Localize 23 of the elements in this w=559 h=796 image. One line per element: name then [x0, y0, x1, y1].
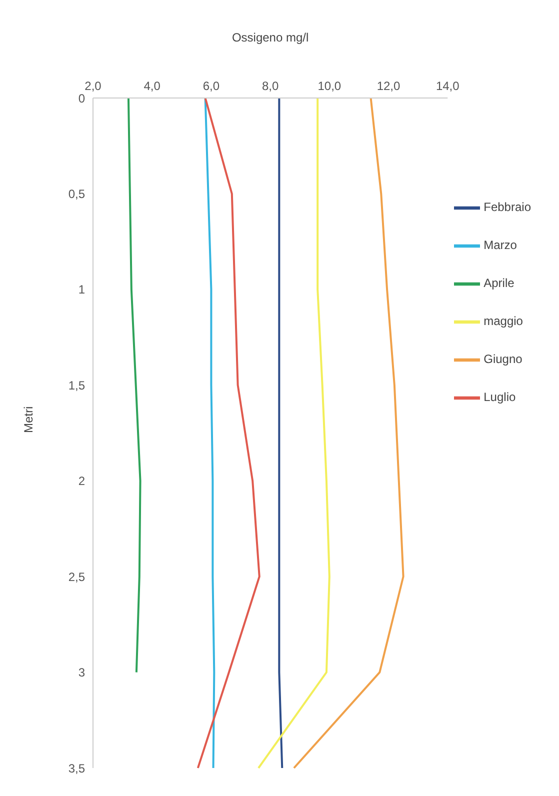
y-tick-label: 2: [78, 474, 86, 488]
legend-label: Aprile: [484, 276, 514, 290]
legend-label: Giugno: [484, 352, 522, 366]
x-tick-label: 10,0: [318, 79, 342, 93]
y-tick-label: 0,5: [68, 186, 86, 201]
x-tick-label: 14,0: [436, 79, 460, 93]
x-tick-label: 12,0: [376, 79, 401, 93]
y-tick-label: 1: [78, 282, 86, 297]
y-tick-label: 0: [78, 91, 86, 106]
x-tick-label: 4,0: [144, 79, 161, 93]
x-tick-label: 2,0: [84, 79, 102, 93]
y-tick-label: 1,5: [68, 378, 86, 392]
x-axis-title: Ossigeno mg/l: [232, 30, 309, 45]
x-tick-label: 8,0: [262, 79, 279, 93]
y-axis-title: Metri: [21, 406, 36, 433]
legend-label: Luglio: [484, 390, 516, 404]
y-tick-label: 3: [78, 666, 86, 680]
legend-label: maggio: [484, 314, 523, 328]
y-tick-label: 3,5: [68, 761, 86, 776]
legend-label: Marzo: [484, 238, 517, 252]
x-tick-label: 6,0: [202, 79, 220, 93]
y-tick-label: 2,5: [68, 570, 86, 584]
legend-label: Febbraio: [484, 200, 531, 214]
